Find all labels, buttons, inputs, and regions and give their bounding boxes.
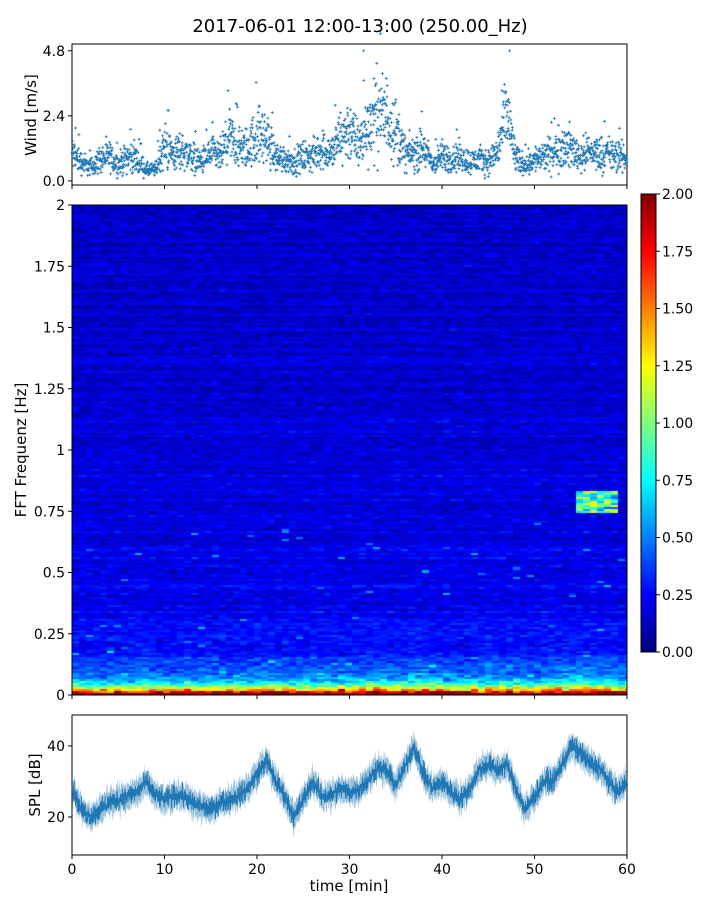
x-tick-label: 20 bbox=[248, 862, 266, 878]
spectrogram-heatmap bbox=[72, 205, 627, 695]
y-tick-label: 2 bbox=[56, 198, 65, 214]
x-tick-label: 40 bbox=[433, 862, 451, 878]
colorbar-tick-label: 1.25 bbox=[662, 359, 693, 375]
x-tick-label: 0 bbox=[68, 862, 77, 878]
x-tick-label: 30 bbox=[341, 862, 359, 878]
x-tick-label: 50 bbox=[526, 862, 544, 878]
axes-frame bbox=[71, 204, 628, 696]
colorbar-frame bbox=[640, 193, 657, 653]
colorbar-tick-label: 0.25 bbox=[662, 588, 693, 604]
spectrogram-panel: 0 0.25 0.5 0.75 1 1.25 1.5 1.75 2 bbox=[34, 198, 628, 704]
y-tick-label: 1.5 bbox=[43, 321, 65, 337]
colorbar-tick-label: 0.00 bbox=[662, 645, 693, 661]
colorbar-tick-label: 0.75 bbox=[662, 473, 693, 489]
x-tick-label: 10 bbox=[156, 862, 174, 878]
figure-title: 2017-06-01 12:00-13:00 (250.00_Hz) bbox=[192, 16, 527, 37]
spectrogram-ylabel: FFT Frequenz [Hz] bbox=[12, 383, 30, 518]
spl-ylabel: SPL [dB] bbox=[26, 753, 44, 816]
y-tick-label: 1 bbox=[56, 443, 65, 459]
y-tick-label: 1.25 bbox=[34, 382, 65, 398]
colorbar-tick-label: 1.50 bbox=[662, 302, 693, 318]
y-tick-label: 0.0 bbox=[43, 174, 65, 190]
y-tick-label: 0.25 bbox=[34, 627, 65, 643]
colorbar: 0.00 0.25 0.50 0.75 1.00 1.25 1.50 1.75 2.00 bbox=[640, 187, 693, 661]
colorbar-tick-label: 2.00 bbox=[662, 187, 693, 203]
y-tick-label: 1.75 bbox=[34, 259, 65, 275]
y-tick-label: 2.4 bbox=[43, 109, 65, 125]
y-tick-label: 4.8 bbox=[43, 44, 65, 60]
spl-median-line bbox=[71, 743, 628, 821]
x-axis-label: time [min] bbox=[310, 877, 389, 895]
y-tick-label: 0.5 bbox=[43, 566, 65, 582]
colorbar-tick-label: 1.75 bbox=[662, 244, 693, 260]
y-tick-label: 0 bbox=[56, 688, 65, 704]
wind-points bbox=[70, 32, 629, 180]
axes-frame bbox=[71, 43, 628, 186]
y-tick-label: 40 bbox=[47, 739, 65, 755]
colorbar-tick-label: 0.50 bbox=[662, 531, 693, 547]
x-tick-label: 60 bbox=[618, 862, 636, 878]
wind-ylabel: Wind [m/s] bbox=[22, 74, 40, 156]
colorbar-gradient bbox=[641, 194, 656, 652]
spl-panel: 20 40 0 10 20 30 40 50 60 bbox=[47, 714, 636, 878]
colorbar-tick-label: 1.00 bbox=[662, 416, 693, 432]
y-tick-label: 0.75 bbox=[34, 504, 65, 520]
wind-panel: 0.0 2.4 4.8 bbox=[43, 32, 629, 190]
wind-peak-points bbox=[361, 49, 512, 53]
y-tick-label: 20 bbox=[47, 810, 65, 826]
